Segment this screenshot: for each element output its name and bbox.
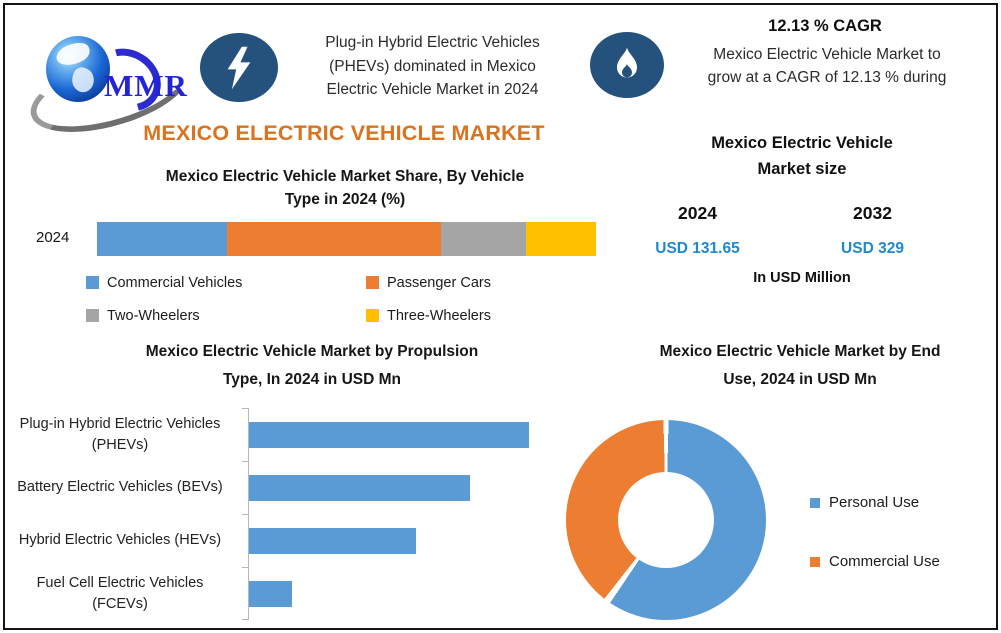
legend-item-personal-use: Personal Use — [810, 494, 940, 511]
market-size-value: USD 131.65 — [655, 240, 740, 257]
propulsion-chart-rows: Plug-in Hybrid Electric Vehicles (PHEVs)… — [12, 408, 602, 620]
market-size-year: 2032 — [853, 203, 892, 223]
bar-segment-passenger-cars — [226, 222, 442, 256]
legend-item-commercial-vehicles: Commercial Vehicles — [86, 275, 366, 291]
flame-icon — [590, 32, 664, 98]
propulsion-bar — [249, 580, 292, 607]
propulsion-row-battery-electric-vehicles-bevs: Battery Electric Vehicles (BEVs) — [12, 461, 602, 514]
propulsion-bar-chart: Plug-in Hybrid Electric Vehicles (PHEVs)… — [12, 408, 602, 620]
legend-label: Commercial Use — [829, 553, 940, 570]
legend-label: Passenger Cars — [387, 274, 491, 291]
axis-tick — [242, 461, 248, 462]
legend-label: Personal Use — [829, 494, 920, 511]
legend-label: Three-Wheelers — [387, 307, 491, 324]
axis-tick — [242, 408, 248, 409]
legend-swatch — [810, 556, 820, 567]
market-size-value: USD 329 — [841, 240, 904, 257]
end-use-donut — [566, 420, 766, 620]
vehicle-type-legend: Commercial Vehicles Passenger Cars Two-Whe… — [86, 266, 646, 332]
propulsion-category-label: Fuel Cell Electric Vehicles (FCEVs) — [36, 574, 204, 612]
propulsion-category-label: Hybrid Electric Vehicles (HEVs) — [18, 532, 222, 548]
vehicle-type-chart-title: Mexico Electric Vehicle Market Share, By… — [165, 168, 525, 208]
propulsion-bar — [249, 527, 416, 554]
y-axis-line — [248, 408, 249, 620]
propulsion-chart-title: Mexico Electric Vehicle Market by Propul… — [145, 343, 479, 388]
axis-tick — [242, 567, 248, 568]
propulsion-row-fuel-cell-electric-vehicles-fcevs: Fuel Cell Electric Vehicles (FCEVs) — [12, 567, 602, 620]
lightning-icon — [200, 33, 278, 102]
market-size-col-2032: 2032 USD 329 — [785, 203, 960, 258]
propulsion-bar — [249, 421, 529, 448]
globe-icon — [46, 36, 110, 102]
vehicle-type-stacked-bar — [97, 222, 596, 256]
bar-segment-three-wheelers — [526, 222, 596, 256]
cagr-value: 12.13 % CAGR — [768, 17, 882, 35]
legend-swatch — [366, 276, 379, 289]
propulsion-row-plug-in-hybrid-electric-vehicles-phevs: Plug-in Hybrid Electric Vehicles (PHEVs) — [12, 408, 602, 461]
brand-logo-text: MMR — [104, 68, 188, 103]
market-size-title: Mexico Electric Vehicle Market size — [711, 134, 893, 178]
legend-item-three-wheelers: Three-Wheelers — [366, 308, 646, 324]
page-border — [3, 3, 998, 630]
end-use-chart-title: Mexico Electric Vehicle Market by End Us… — [659, 343, 941, 388]
legend-label: Commercial Vehicles — [107, 274, 243, 291]
bar-segment-two-wheelers — [441, 222, 527, 256]
legend-swatch — [86, 309, 99, 322]
legend-item-commercial-use: Commercial Use — [810, 553, 940, 570]
legend-label: Two-Wheelers — [107, 307, 200, 324]
market-size-unit-note: In USD Million — [753, 270, 851, 286]
bar-segment-commercial-vehicles — [97, 222, 227, 256]
globe-continent — [54, 40, 92, 68]
header-headline: Plug-in Hybrid Electric Vehicles (PHEVs)… — [325, 34, 540, 98]
market-size-col-2024: 2024 USD 131.65 — [610, 203, 785, 258]
lightning-glyph — [227, 46, 251, 89]
propulsion-category-label: Battery Electric Vehicles (BEVs) — [17, 479, 223, 495]
end-use-legend: Personal Use Commercial Use — [810, 494, 940, 570]
market-size-year: 2024 — [678, 203, 717, 223]
donut-hole — [618, 472, 714, 568]
legend-swatch — [86, 276, 99, 289]
stacked-bar-category-label: 2024 — [36, 229, 70, 246]
propulsion-category-label: Plug-in Hybrid Electric Vehicles (PHEVs) — [19, 415, 221, 453]
axis-tick — [242, 619, 248, 620]
legend-item-passenger-cars: Passenger Cars — [366, 275, 646, 291]
legend-swatch — [810, 497, 820, 508]
propulsion-bar — [249, 474, 470, 501]
flame-glyph — [617, 47, 637, 78]
legend-item-two-wheelers: Two-Wheelers — [86, 308, 366, 324]
legend-swatch — [366, 309, 379, 322]
page-title: MEXICO ELECTRIC VEHICLE MARKET — [143, 121, 545, 145]
axis-tick — [242, 514, 248, 515]
propulsion-row-hybrid-electric-vehicles-hevs: Hybrid Electric Vehicles (HEVs) — [12, 514, 602, 567]
cagr-description: Mexico Electric Vehicle Market to grow a… — [707, 46, 947, 86]
market-size-values: 2024 USD 131.65 2032 USD 329 — [610, 203, 960, 258]
